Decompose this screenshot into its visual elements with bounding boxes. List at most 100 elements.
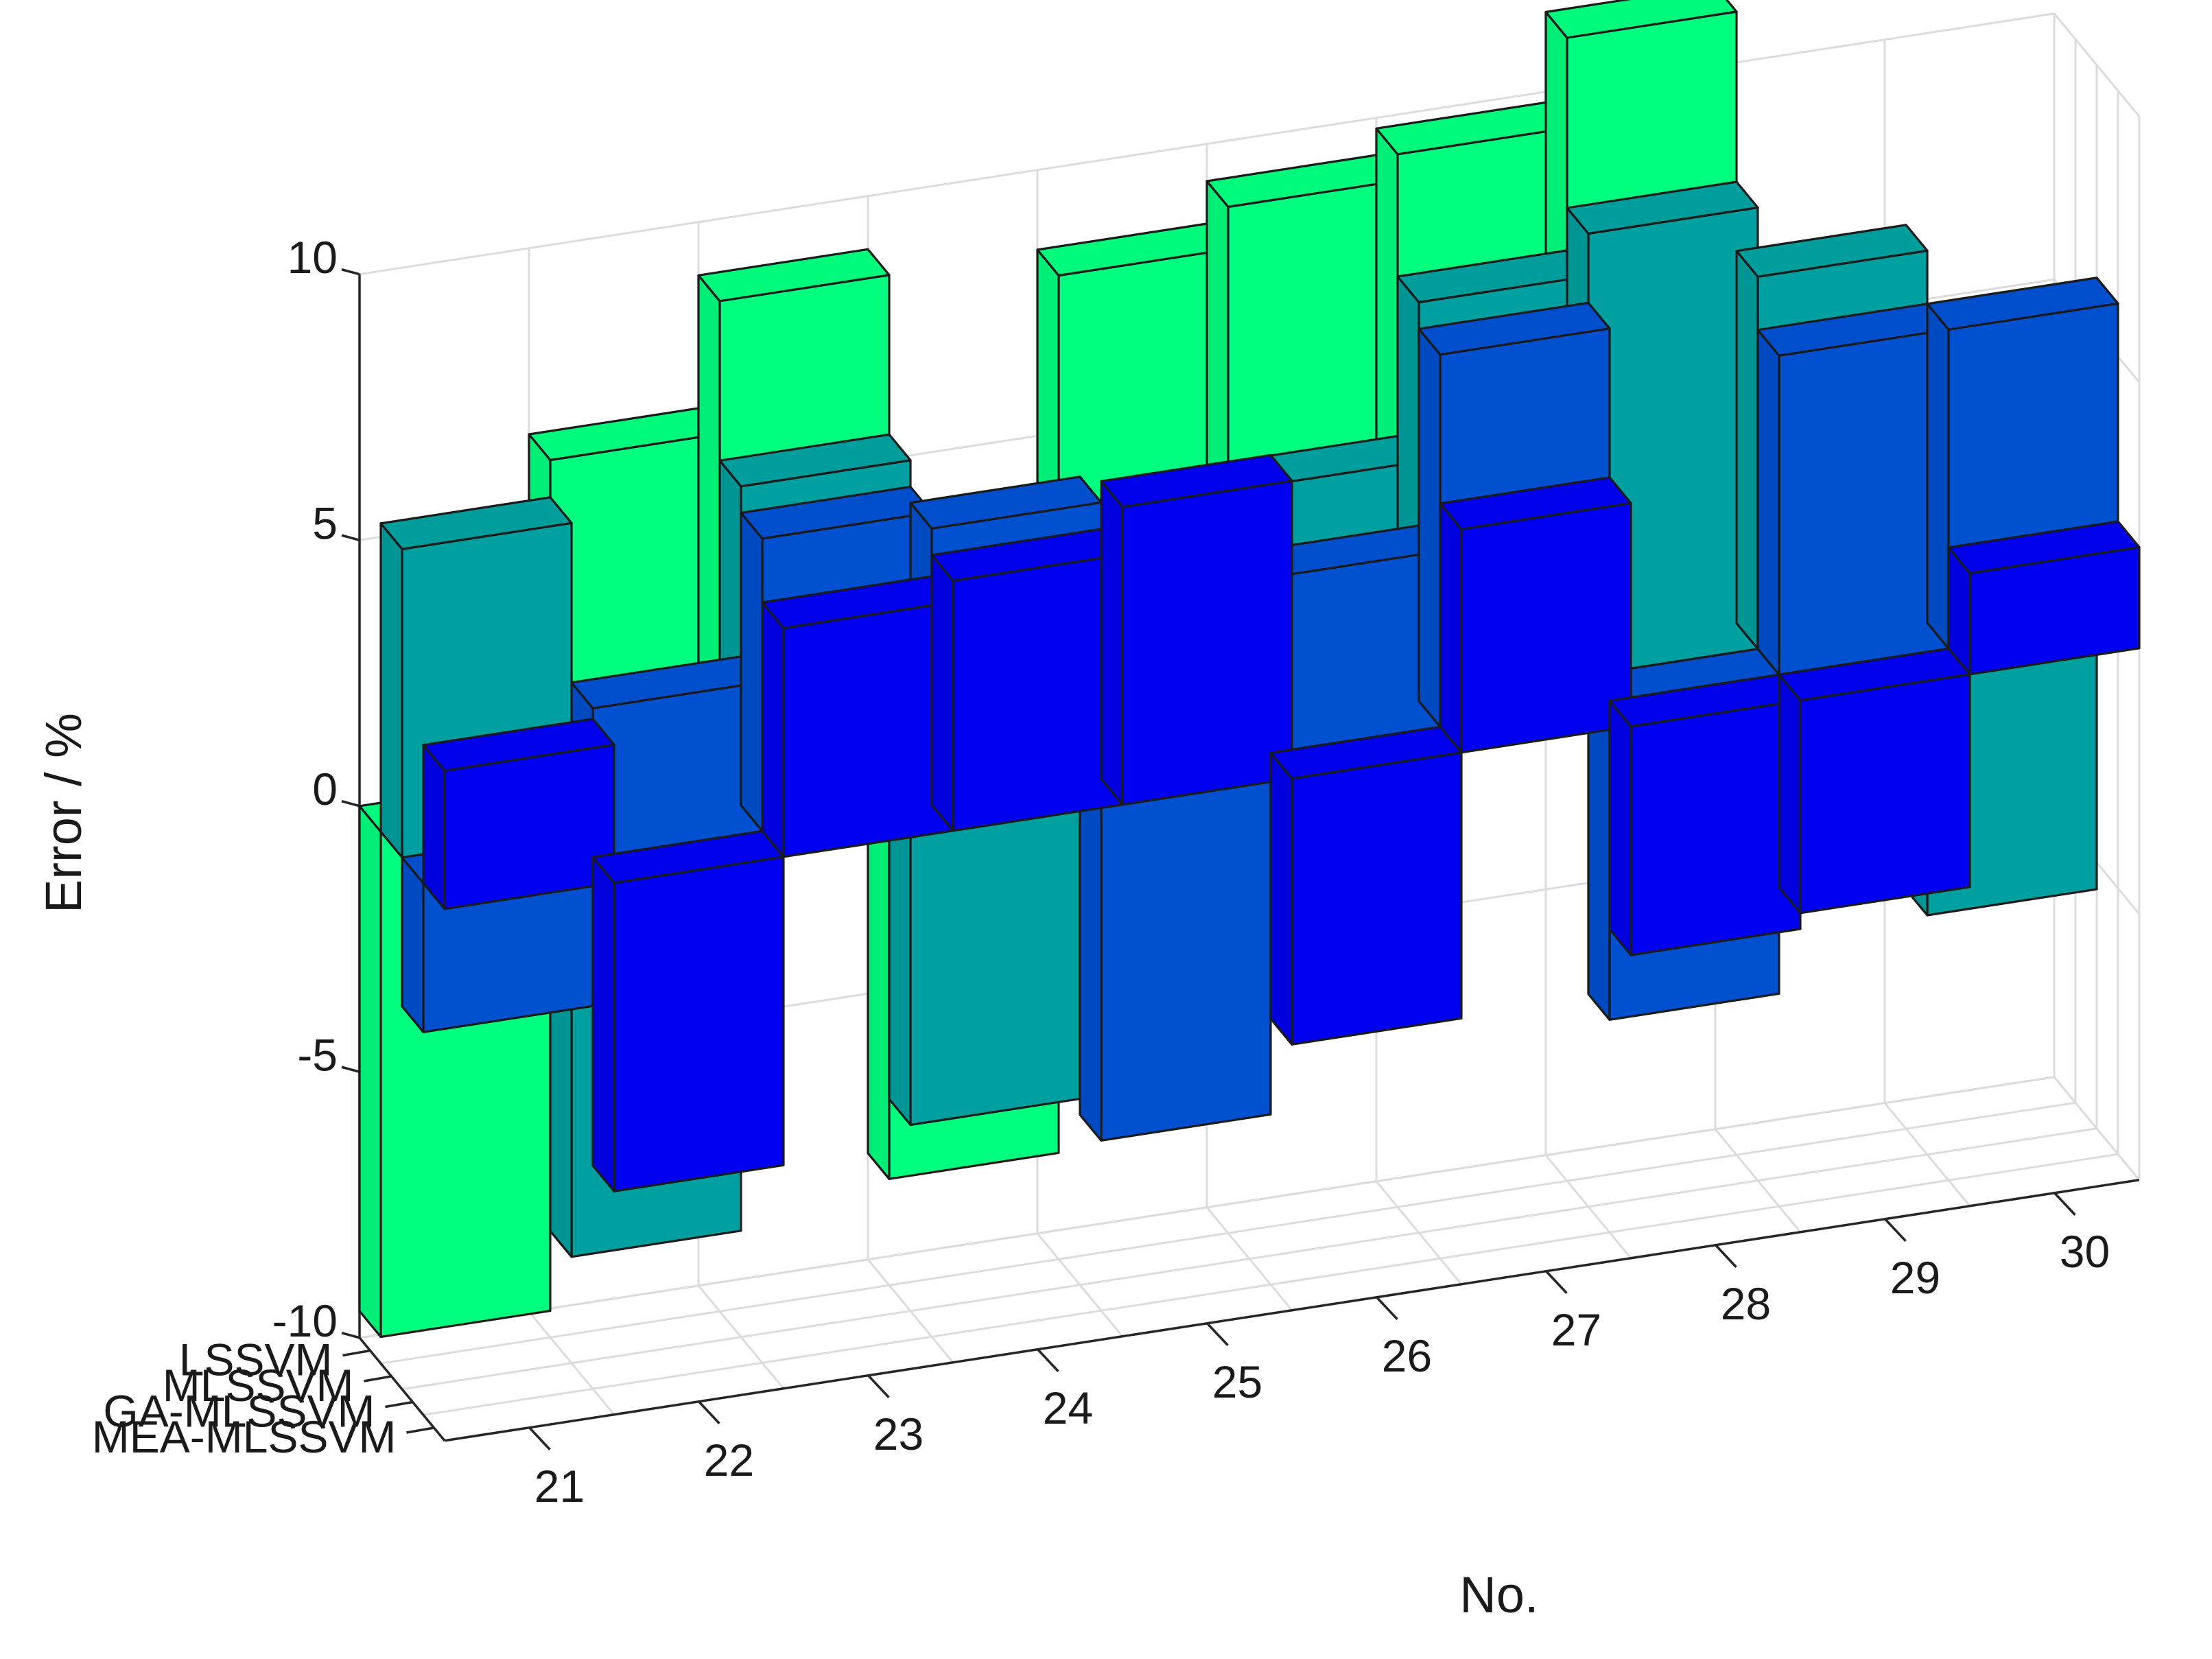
series-tick-label: MEA-MLSSVM: [92, 1411, 397, 1462]
bar-side-face: [1417, 327, 1442, 728]
bar-3d: [1269, 725, 1463, 1046]
x-tick-mark: [1715, 1244, 1737, 1268]
bar-side-face: [1735, 250, 1759, 650]
back-wall-gridline: [359, 12, 2055, 276]
bar-front-face: [1629, 699, 1802, 956]
bar-top-face: [1417, 301, 1611, 356]
floor-gridline: [380, 1101, 2076, 1365]
bar-top-face: [379, 496, 573, 550]
x-tick-mark: [1037, 1348, 1059, 1372]
bar-side-face: [1100, 480, 1124, 806]
bar-top-face: [1439, 476, 1632, 530]
bar-side-face: [1778, 673, 1802, 915]
x-tick-mark: [867, 1374, 890, 1398]
bar-3d: [1947, 520, 2141, 676]
series-tick-mark: [342, 1349, 370, 1357]
z-tick-mark: [341, 534, 360, 541]
x-tick-label: 28: [1721, 1278, 1771, 1329]
bar-side-face: [401, 856, 425, 1033]
z-tick-label: -5: [297, 1029, 338, 1080]
series-tick-mark: [406, 1426, 434, 1434]
bar-top-face: [1735, 224, 1929, 278]
z-tick-mark: [341, 800, 360, 808]
bar-side-face: [379, 522, 403, 859]
bar-side-face: [930, 554, 954, 832]
bar-3d: [1608, 673, 1802, 956]
x-axis-title: No.: [1459, 1566, 1538, 1623]
x-tick-label: 21: [534, 1461, 585, 1511]
x-tick-mark: [698, 1400, 720, 1424]
bar-3d: [1439, 476, 1632, 754]
x-tick-mark: [2054, 1192, 2076, 1216]
x-tick-mark: [1206, 1322, 1229, 1346]
z-tick-label: -10: [272, 1295, 338, 1346]
bar-front-face: [613, 856, 785, 1192]
floor-gridline: [359, 1076, 2055, 1339]
series-tick-mark: [364, 1375, 392, 1382]
x-tick-label: 27: [1551, 1304, 1601, 1355]
bar-front-face: [782, 600, 954, 858]
floor-gridline: [401, 1127, 2097, 1391]
bar-3d: [761, 575, 954, 858]
x-tick-mark: [1545, 1270, 1568, 1294]
bar-top-face: [1566, 180, 1759, 235]
x-tick-label: 30: [2060, 1226, 2110, 1277]
z-tick-mark: [341, 1332, 360, 1339]
x-tick-label: 25: [1212, 1356, 1262, 1407]
bar-side-face: [358, 805, 382, 1339]
bar-side-face: [422, 744, 446, 910]
z-tick-mark: [341, 268, 360, 276]
x-tick-label: 23: [873, 1409, 923, 1459]
series-tick-label: LSSVM: [179, 1334, 333, 1385]
bar-3d: [930, 528, 1124, 832]
z-tick-label: 0: [312, 764, 338, 814]
bar-top-face: [1544, 0, 1738, 39]
x-tick-label: 26: [1382, 1330, 1432, 1381]
x-axis-line: [444, 1179, 2140, 1442]
floor-gridline: [423, 1153, 2119, 1416]
bar-top-face: [718, 433, 912, 488]
bar-front-face: [1291, 751, 1463, 1046]
z-axis-title: Error / %: [35, 713, 92, 913]
bar-top-face: [697, 248, 891, 303]
bar-front-face: [1121, 480, 1293, 806]
bar-3d: [591, 830, 785, 1192]
bar-front-face: [952, 553, 1124, 832]
z-tick-mark: [341, 1066, 360, 1073]
bar-side-face: [1439, 502, 1463, 754]
bar-front-face: [591, 681, 764, 858]
bar-front-face: [1778, 328, 1950, 676]
bar-side-face: [1608, 699, 1632, 956]
bar-side-face: [1269, 751, 1293, 1046]
bar-front-face: [1799, 673, 1971, 915]
bar-top-face: [422, 718, 615, 772]
bar-side-face: [740, 511, 764, 832]
bar-side-face: [1926, 303, 1950, 650]
bar-side-face: [1756, 329, 1780, 676]
x-tick-label: 29: [1890, 1252, 1940, 1303]
x-tick-mark: [528, 1426, 551, 1450]
bar-3d: [1778, 647, 1971, 915]
bar-front-face: [443, 743, 615, 910]
bar-top-face: [1926, 276, 2119, 331]
bar-top-face: [1947, 520, 2141, 575]
x-tick-label: 24: [1043, 1382, 1093, 1433]
bar-front-face: [1269, 550, 1442, 754]
series-axis-line: [358, 1337, 446, 1442]
x-tick-label: 22: [704, 1435, 754, 1485]
bar-side-face: [761, 601, 785, 858]
bar-front-face: [1100, 751, 1272, 1142]
x-tick-mark: [1376, 1296, 1398, 1320]
bar-side-face: [591, 856, 615, 1192]
series-tick-mark: [385, 1400, 413, 1409]
z-tick-label: 10: [287, 232, 338, 283]
z-tick-label: 5: [312, 497, 338, 548]
x-tick-mark: [1884, 1218, 1907, 1242]
side-wall-gridline: [2053, 12, 2141, 117]
bar-3d: [422, 718, 615, 910]
series-tick-label: GA-MLSSVM: [103, 1386, 375, 1437]
series-tick-label: MLSSVM: [163, 1360, 354, 1411]
bar-3d: [1756, 303, 1950, 676]
